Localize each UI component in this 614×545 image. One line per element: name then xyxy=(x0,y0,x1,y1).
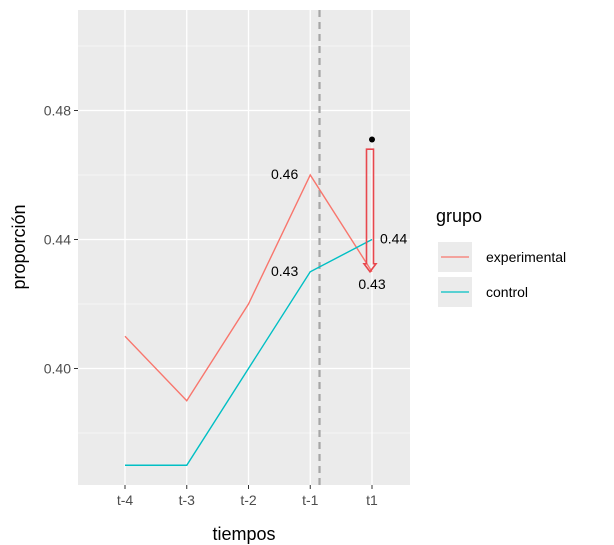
y-tick-label: 0.44 xyxy=(44,232,71,248)
counterfactual-point xyxy=(369,136,375,143)
y-axis-title: proporción xyxy=(9,204,29,289)
grid-minor xyxy=(78,45,410,434)
series-line-control xyxy=(125,238,373,466)
series-layer xyxy=(124,136,375,466)
legend-label-experimental: experimental xyxy=(486,249,566,265)
panel-background xyxy=(78,10,410,485)
grid-major xyxy=(78,10,410,485)
x-tick-label: t-3 xyxy=(179,492,196,508)
y-tick-label: 0.40 xyxy=(44,361,71,377)
ticks-layer: 0.40 0.44 0.48 t-4 t-3 t-2 t-1 t1 xyxy=(44,103,378,509)
legend-label-control: control xyxy=(486,284,528,300)
data-label: 0.43 xyxy=(358,276,385,292)
counterfactual-arrow-shape xyxy=(362,148,378,274)
data-label: 0.46 xyxy=(271,166,298,182)
data-label: 0.43 xyxy=(271,263,298,279)
x-axis-title: tiempos xyxy=(212,524,275,544)
x-tick-label: t-4 xyxy=(117,492,134,508)
legend-title: grupo xyxy=(436,206,482,226)
data-label: 0.44 xyxy=(380,231,407,247)
annotation-layer: 0.46 0.43 0.44 0.43 xyxy=(271,166,407,292)
y-tick-label: 0.48 xyxy=(44,103,71,119)
counterfactual-arrow xyxy=(362,148,378,274)
x-tick-label: t1 xyxy=(366,492,378,508)
x-tick-label: t-2 xyxy=(240,492,257,508)
legend: grupo experimental control xyxy=(436,206,566,307)
x-tick-label: t-1 xyxy=(302,492,319,508)
series-line-experimental xyxy=(124,173,373,402)
